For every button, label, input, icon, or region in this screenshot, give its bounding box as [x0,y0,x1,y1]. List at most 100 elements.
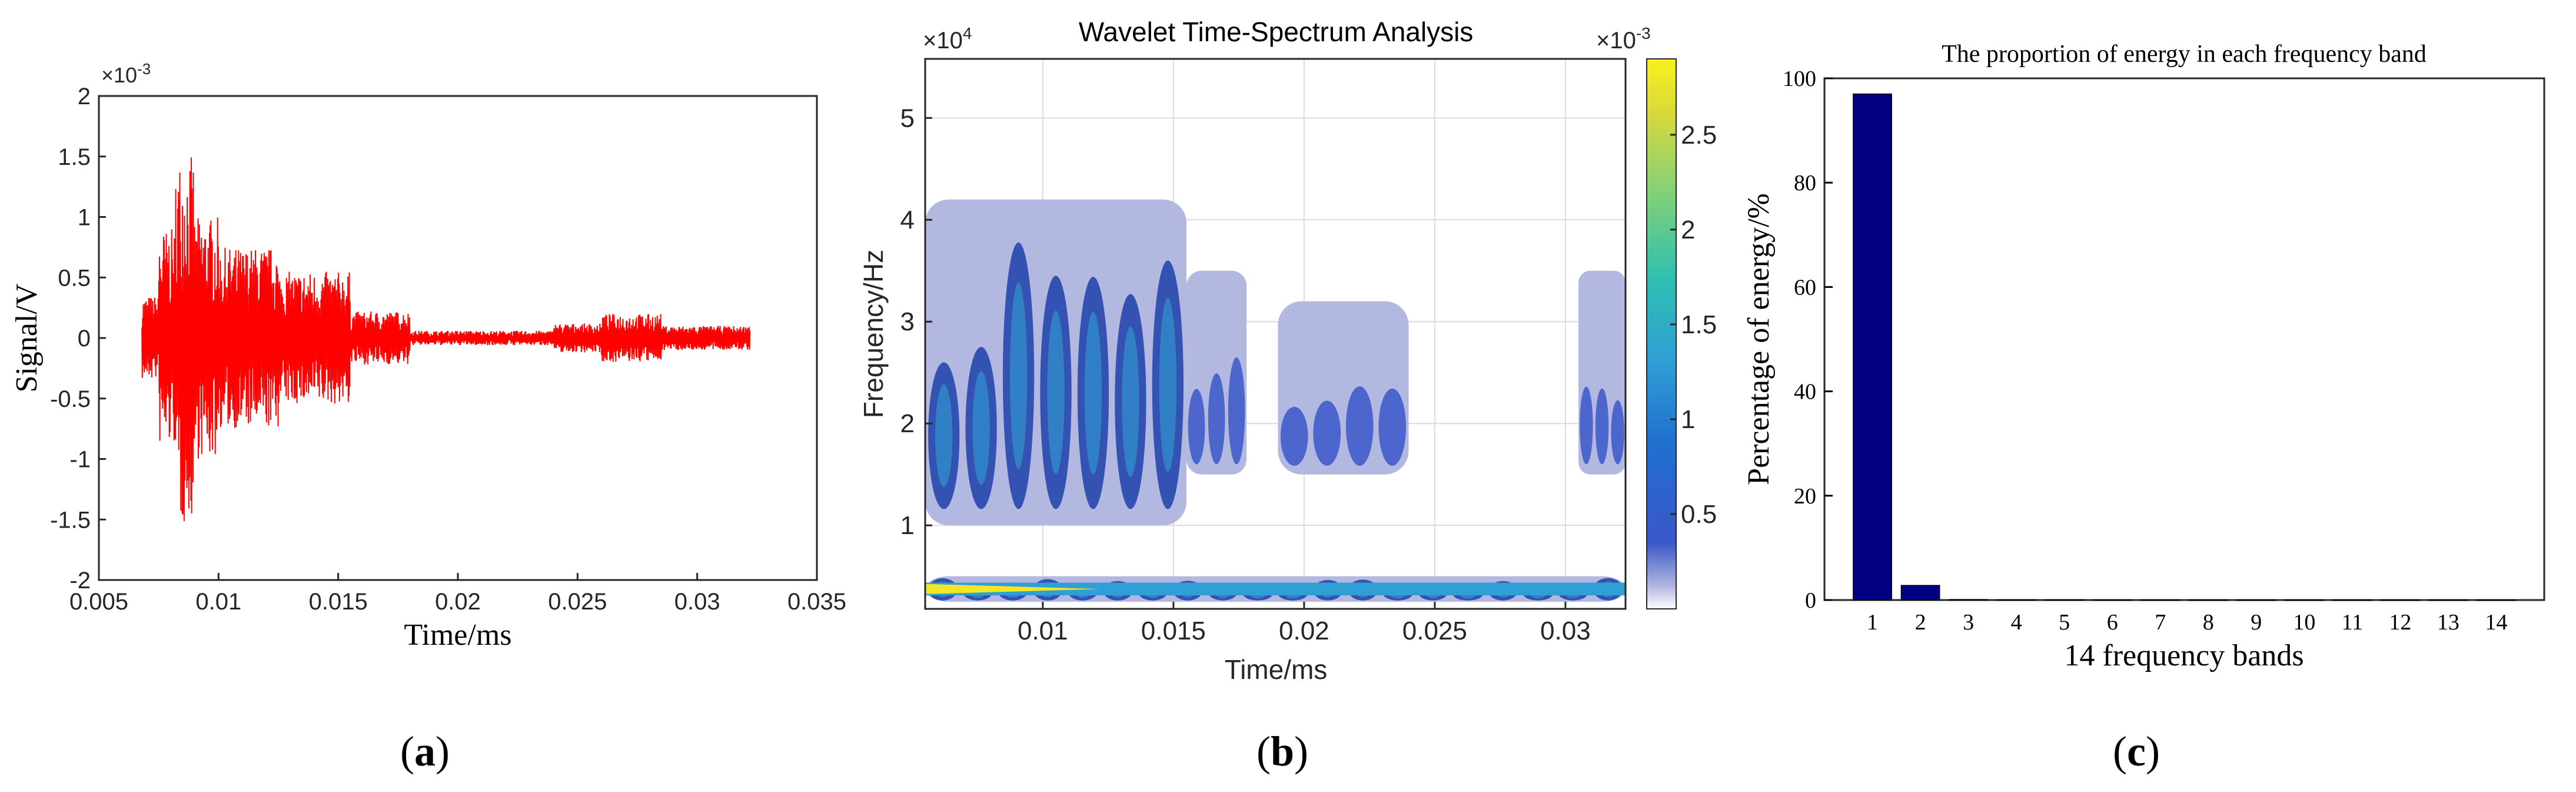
panel-b-plot-area [924,58,1627,610]
panel-c-bars [1853,93,2516,601]
panel-c-x-axis-label: 14 frequency bands [2064,639,2304,672]
panel-c-y-tick-label: 40 [1794,380,1816,405]
panel-b-y-exponent: ×104 [923,24,972,54]
panel-c-bar [2092,599,2132,601]
panel-c-bar [1996,599,2036,601]
panel-b-colorbar-tick-label: 2 [1681,216,1695,244]
panel-c-bar [1949,599,1988,601]
panel-a-y-tick-label: 1 [78,205,91,231]
panel-a-y-exponent: ×10-3 [101,60,151,87]
panel-a-x-ticks: 0.005 0.01 0.015 0.02 0.025 0.03 0.035 [69,573,846,615]
panel-b-spectrum [925,199,1626,602]
panel-c-x-tick-label: 11 [2342,610,2364,635]
panel-b-y-tick-label: 1 [900,511,915,540]
panel-b-spectrum-blob [1228,357,1245,465]
panel-c-x-tick-label: 9 [2251,610,2262,635]
panel-c-x-tick-label: 5 [2059,610,2070,635]
panel-c-bar [2045,599,2085,601]
panel-a-y-tick-label: -2 [69,568,91,594]
panel-c-bar [2284,599,2324,601]
panel-c-bar [2428,599,2468,601]
panel-c-bar [1900,585,1940,601]
panel-c-y-tick-label: 20 [1794,484,1816,509]
panel-b-spectrum-core [1047,310,1065,475]
panel-b-spectrum-blob [1595,388,1609,465]
panel-c-x-tick-label: 14 [2485,610,2507,635]
panel-c-title: The proportion of energy in each frequen… [1942,41,2427,68]
panel-b-colorbar [1646,58,1677,609]
panel-b-spectrum-core [935,384,953,488]
panel-c-x-tick-label: 10 [2293,610,2315,635]
panel-a-label: (a) [400,728,450,775]
panel-c-x-tick-label: 1 [1867,610,1878,635]
panel-a-x-tick-label: 0.005 [69,589,128,615]
panel-a-x-tick-label: 0.01 [195,589,241,615]
panel-b-spectrum-core [972,371,990,485]
panel-a-x-tick-label: 0.025 [548,589,607,615]
panel-c-bar [2381,599,2420,601]
panel-a-x-tick-label: 0.03 [674,589,720,615]
panel-c: The proportion of energy in each frequen… [1742,41,2545,775]
panel-a: ×10-3 0.005 0.01 0.015 0.02 0.025 0.03 0.035 -… [10,60,846,775]
panel-b-colorbar-tick-label: 1 [1681,405,1695,434]
panel-b-spectrum-blob [1280,406,1308,466]
panel-a-y-tick-label: -1 [69,447,91,473]
panel-a-y-ticks: -2 -1.5 -1 -0.5 0 0.5 1 1.5 2 [50,84,106,594]
panel-b-y-tick-label: 5 [900,104,915,132]
panel-c-x-ticks: 1 2 3 4 5 6 7 8 9 10 11 12 13 14 [1867,610,2507,635]
panel-b-colorbar-tick-label: 1.5 [1681,310,1717,339]
panel-a-y-tick-label: -0.5 [50,386,91,412]
panel-b-y-tick-label: 3 [900,307,915,336]
panel-b-spectrum-core [1009,282,1028,469]
panel-c-bar [2188,599,2228,601]
panel-a-x-axis-label: Time/ms [404,618,511,652]
panel-b-colorbar-tick-label: 2.5 [1681,121,1717,150]
panel-c-label: (c) [2113,728,2160,775]
panel-b-y-tick-label: 4 [900,206,915,234]
panel-b-spectrum-blob [1580,386,1593,465]
panel-c-plot-area [1823,77,2545,601]
panel-b-title: Wavelet Time-Spectrum Analysis [1079,16,1474,47]
panel-a-y-tick-label: 2 [78,84,91,110]
panel-b-x-axis-label: Time/ms [1225,654,1328,685]
panel-a-y-tick-label: 1.5 [58,144,91,170]
panel-c-bar [2477,599,2516,601]
panel-b-low-band-peak [925,584,1101,594]
panel-b-x-tick-label: 0.02 [1279,617,1329,645]
panel-b-spectrum-core [1084,312,1102,475]
panel-a-y-axis-label: Signal/V [10,284,44,393]
panel-b-x-tick-label: 0.025 [1402,617,1467,645]
panel-c-y-axis-label: Percentage of energy/% [1742,193,1776,485]
panel-b-spectrum-blob [1188,389,1205,465]
panel-b-spectrum-core [1122,326,1139,477]
panel-c-x-tick-label: 2 [1915,610,1926,635]
panel-c-x-tick-label: 12 [2389,610,2411,635]
panel-c-x-tick-label: 8 [2203,610,2214,635]
panel-b-x-tick-label: 0.015 [1141,617,1206,645]
panel-b-spectrum-blob [1313,400,1341,466]
panel-b-y-axis-label: Frequency/Hz [858,250,889,418]
panel-b-colorbar-ticks: 0.5 1 1.5 2 2.5 [1670,121,1717,529]
panel-c-bar [2332,599,2372,601]
panel-b-y-tick-label: 2 [900,409,915,438]
panel-b-y-ticks: 1 2 3 4 5 [900,104,932,540]
panel-c-y-tick-label: 60 [1794,275,1816,300]
panel-a-x-tick-label: 0.035 [787,589,846,615]
panel-b-colorbar-exponent: ×10-3 [1596,24,1651,54]
panel-b-low-band-core [925,582,1626,596]
panel-c-y-tick-label: 100 [1783,67,1816,91]
panel-c-x-tick-label: 13 [2437,610,2459,635]
panel-c-x-tick-label: 7 [2155,610,2166,635]
panel-b-spectrum-blob [1208,373,1225,465]
panel-b-spectrum-blob [1378,388,1407,466]
panel-a-y-tick-label: 0.5 [58,265,91,291]
panel-c-bar [1853,93,1892,601]
panel-b: Wavelet Time-Spectrum Analysis ×104 ×10-… [858,16,1717,775]
panel-b-spectrum-blob [1611,400,1624,465]
panel-c-bar [2140,599,2181,601]
panel-a-signal-line [141,157,751,522]
panel-b-colorbar-tick-label: 0.5 [1681,500,1717,529]
panel-b-spectrum-region [1278,301,1409,475]
panel-a-y-tick-label: 0 [78,326,91,352]
